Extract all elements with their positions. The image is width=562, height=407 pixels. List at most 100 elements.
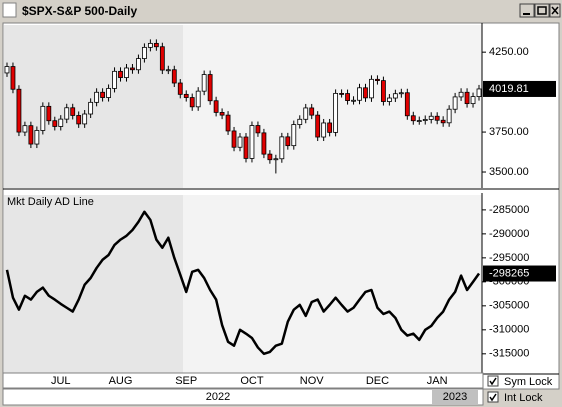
year-highlight (432, 389, 478, 405)
checkbox[interactable] (487, 391, 499, 403)
candle-body (207, 74, 213, 102)
candle-body (171, 69, 177, 84)
candle-body (142, 46, 147, 59)
panel-background (183, 25, 482, 188)
candle-body (422, 119, 428, 121)
year-label: 2023 (443, 391, 467, 403)
checkbox-label[interactable]: Sym Lock (504, 376, 553, 388)
x-tick-label: OCT (240, 375, 264, 387)
candle-body (357, 87, 362, 101)
minimize-button[interactable] (519, 3, 535, 18)
candle-body (82, 113, 88, 125)
last-value-box (483, 80, 556, 97)
check-mark (489, 393, 497, 402)
candle-body (375, 78, 380, 82)
x-tick-label: DEC (366, 375, 389, 387)
candle-body (159, 46, 165, 71)
y-tick-label: -285000 (489, 204, 529, 216)
candle-body (237, 136, 243, 148)
candle-body (303, 107, 309, 120)
candle-body (225, 114, 231, 132)
y-tick-label: 4250.00 (489, 46, 529, 58)
panel-title: Mkt Daily AD Line (7, 196, 94, 208)
candle-body (94, 91, 100, 103)
candle-body (100, 91, 105, 98)
y-tick-label: 3500.00 (489, 166, 529, 178)
y-tick-label: -290000 (489, 228, 529, 240)
panel-background (4, 25, 184, 188)
candle-body (386, 97, 392, 102)
candle-body (147, 42, 153, 48)
candle-body (398, 92, 404, 95)
candle-body (440, 119, 446, 124)
candle-body (40, 105, 46, 131)
candle-body (476, 88, 482, 97)
candle-body (213, 100, 219, 113)
candle-body (249, 125, 255, 159)
candle-body (52, 120, 58, 127)
candle-body (416, 120, 422, 122)
candle-body (88, 101, 94, 115)
candle-body (46, 105, 52, 122)
candle-body (189, 97, 195, 108)
panel-background (183, 195, 482, 373)
candle-body (4, 66, 10, 74)
maximize-icon (537, 6, 547, 15)
candle-body (315, 114, 321, 138)
candle-body (153, 42, 159, 48)
candle-body (70, 107, 76, 116)
window-buttons[interactable] (519, 3, 561, 18)
maximize-button[interactable] (534, 3, 550, 18)
checkbox[interactable] (487, 375, 499, 387)
candle-body (28, 125, 34, 145)
candle-body (291, 124, 297, 147)
candle-body (64, 107, 70, 120)
check-mark (489, 377, 497, 386)
candle-body (34, 130, 40, 145)
y-tick-label: -315000 (489, 348, 529, 360)
checkbox-label[interactable]: Int Lock (504, 392, 543, 404)
last-value-label: 4019.81 (489, 83, 529, 95)
candle-body (177, 82, 183, 95)
candle-body (273, 158, 279, 161)
ad-line (5, 210, 481, 356)
chart-title: $SPX-S&P 500-Daily (22, 4, 137, 18)
x-tick-label: SEP (175, 375, 197, 387)
candle-body (165, 69, 171, 72)
plot-layer: 3500.00 3750.00 4250.00 4019.81 Mkt Daily AD… (3, 23, 559, 375)
x-tick-label: NOV (300, 375, 325, 387)
candle-body (16, 88, 22, 133)
candle-body (267, 153, 273, 161)
candle-body (470, 96, 476, 105)
candle-body (118, 70, 123, 78)
candle-body (363, 87, 368, 99)
candle-body (345, 93, 350, 101)
last-value-label: -298265 (489, 267, 529, 279)
candle-body (58, 118, 64, 127)
candle-body (76, 115, 82, 125)
candle-body (130, 67, 135, 71)
candle-body (10, 66, 16, 90)
y-tick-label: -295000 (489, 252, 529, 264)
x-tick-label: AUG (109, 375, 133, 387)
x-axis-strip (2, 372, 484, 389)
candle-body (333, 92, 339, 133)
y-tick-label: -305000 (489, 300, 529, 312)
year-strip (2, 388, 484, 406)
candle-body (219, 112, 225, 116)
candle-body (285, 136, 291, 147)
y-tick-label: -310000 (489, 324, 529, 336)
candle-body (136, 58, 141, 71)
candle-body (321, 122, 327, 138)
window-icon (2, 2, 17, 18)
x-tick-label: JAN (427, 375, 448, 387)
candle-body (428, 115, 434, 120)
candle-body (434, 115, 440, 121)
candle-body (243, 136, 249, 159)
panel-background (4, 195, 184, 373)
candle-body (392, 93, 398, 99)
candle-body (183, 93, 189, 98)
candle-body (327, 122, 333, 133)
candle-body (458, 91, 464, 98)
